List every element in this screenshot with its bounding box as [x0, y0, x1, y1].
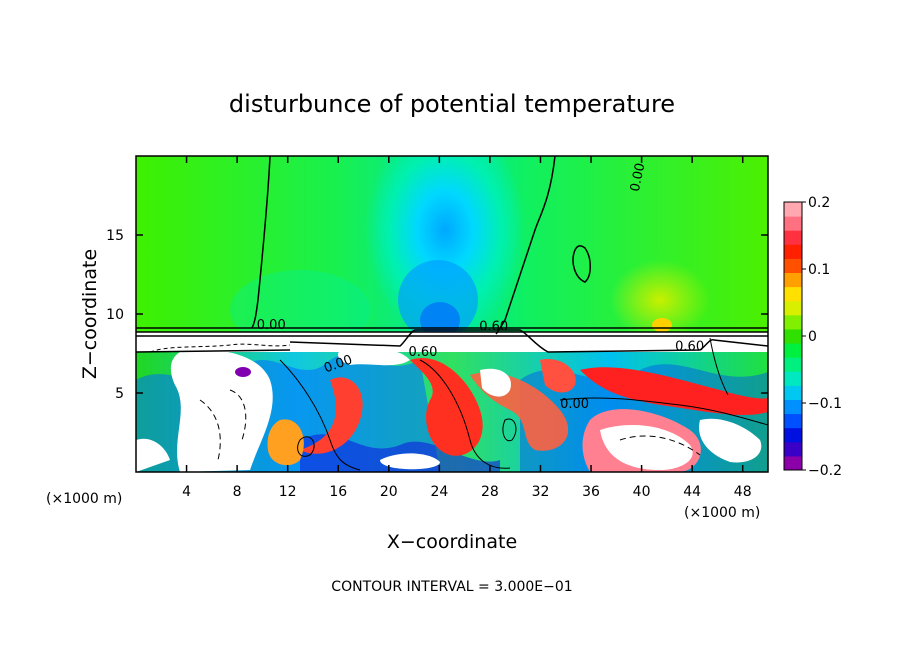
colorbar-tick-label: 0.2	[808, 195, 830, 211]
colorbar-swatch	[784, 230, 802, 245]
colorbar-swatch	[784, 328, 802, 344]
contour-label: 0.00	[628, 162, 649, 193]
chart-title: disturbunce of potential temperature	[229, 90, 675, 118]
contour-lines	[136, 156, 768, 471]
x-tick-label: 4	[182, 484, 191, 500]
lower-field	[136, 332, 768, 472]
colorbar-swatch	[784, 441, 802, 457]
colorbar-swatch	[784, 202, 802, 217]
x-tick-label: 48	[734, 484, 752, 500]
contour-label: 0.00	[257, 318, 286, 333]
x-axis-label: X−coordinate	[387, 531, 517, 553]
colorbar-swatch	[784, 385, 802, 400]
colorbar-swatch	[784, 399, 802, 415]
colorbar-swatch	[784, 427, 802, 443]
contour-label: 0.60	[479, 320, 508, 335]
colorbar-swatch	[784, 413, 802, 429]
colorbar-swatch	[784, 314, 802, 330]
x-tick-label: 32	[532, 484, 550, 500]
colorbar-swatch	[784, 216, 802, 231]
contour-label: 0.60	[675, 339, 704, 354]
colorbar: 0.2 0.1 0 −0.1 −0.2	[783, 195, 842, 479]
y-axis-label: Z−coordinate	[79, 249, 101, 379]
x-tick-label: 44	[683, 484, 701, 500]
x-unit-left: (×1000 m)	[46, 491, 122, 507]
x-axis: 4 8 12 16 20 24 28 32 36 40 44 48	[182, 156, 752, 500]
y-tick-label: 15	[106, 228, 124, 244]
x-tick-label: 36	[582, 484, 600, 500]
x-tick-label: 20	[380, 484, 398, 500]
x-tick-label: 16	[329, 484, 347, 500]
y-tick-label: 5	[115, 386, 124, 402]
colorbar-swatch	[784, 244, 802, 259]
plot-area: 0.000.000.600.600.600.000.00 4 8 12 16 20 24 2…	[106, 155, 769, 500]
upper-field	[136, 156, 768, 332]
colorbar-tick-label: 0.1	[808, 262, 830, 278]
colorbar-swatch	[784, 272, 802, 288]
contour-label: 0.60	[408, 345, 437, 360]
x-tick-label: 40	[633, 484, 651, 500]
x-tick-label: 8	[233, 484, 242, 500]
colorbar-swatch	[784, 455, 802, 471]
colorbar-swatch	[784, 343, 802, 358]
x-tick-label: 24	[430, 484, 448, 500]
colorbar-tick-label: −0.1	[808, 396, 842, 412]
colorbar-swatch	[784, 258, 802, 274]
x-unit-right: (×1000 m)	[684, 505, 760, 521]
contour-label: 0.00	[560, 397, 589, 412]
y-axis: 5 10 15	[106, 228, 768, 402]
colorbar-tick-label: 0	[808, 329, 817, 345]
x-tick-label: 12	[279, 484, 297, 500]
y-tick-label: 10	[106, 307, 124, 323]
colorbar-tick-label: −0.2	[808, 463, 842, 479]
x-tick-label: 28	[481, 484, 499, 500]
colorbar-swatch	[784, 286, 802, 302]
contour-interval-text: CONTOUR INTERVAL = 3.000E−01	[331, 579, 572, 595]
colorbar-swatch	[784, 357, 802, 372]
colorbar-swatch	[784, 371, 802, 386]
colorbar-swatch	[784, 300, 802, 316]
